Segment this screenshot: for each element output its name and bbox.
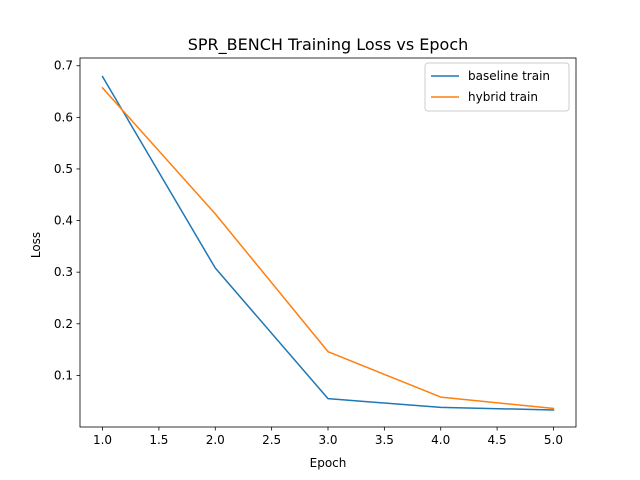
legend: baseline train hybrid train [424, 62, 570, 112]
y-tick-label: 0.2 [54, 317, 73, 331]
x-tick-label: 3.5 [375, 433, 394, 447]
legend-label: baseline train [468, 69, 550, 83]
x-tick-label: 4.5 [488, 433, 507, 447]
y-tick-label: 0.4 [54, 214, 73, 228]
x-axis-label: Epoch [310, 456, 347, 470]
x-axis-ticks: 1.0 1.5 2.0 2.5 3.0 3.5 4.0 4.5 5.0 [93, 427, 563, 447]
x-tick-label: 2.5 [262, 433, 281, 447]
y-tick-label: 0.7 [54, 59, 73, 73]
y-tick-label: 0.3 [54, 265, 73, 279]
legend-label: hybrid train [468, 90, 538, 104]
x-tick-label: 1.0 [93, 433, 112, 447]
legend-box [424, 62, 570, 112]
y-tick-label: 0.1 [54, 368, 73, 382]
y-axis-ticks: 0.1 0.2 0.3 0.4 0.5 0.6 0.7 [54, 59, 80, 382]
x-tick-label: 4.0 [431, 433, 450, 447]
y-axis-label: Loss [29, 232, 43, 258]
x-tick-label: 1.5 [149, 433, 168, 447]
y-tick-label: 0.6 [54, 110, 73, 124]
x-tick-label: 5.0 [544, 433, 563, 447]
series-line-hybrid-train [101, 86, 555, 410]
x-tick-label: 3.0 [318, 433, 337, 447]
x-tick-label: 2.0 [206, 433, 225, 447]
chart-title: SPR_BENCH Training Loss vs Epoch [188, 35, 469, 55]
series-line-baseline-train [101, 75, 555, 411]
y-tick-label: 0.5 [54, 162, 73, 176]
